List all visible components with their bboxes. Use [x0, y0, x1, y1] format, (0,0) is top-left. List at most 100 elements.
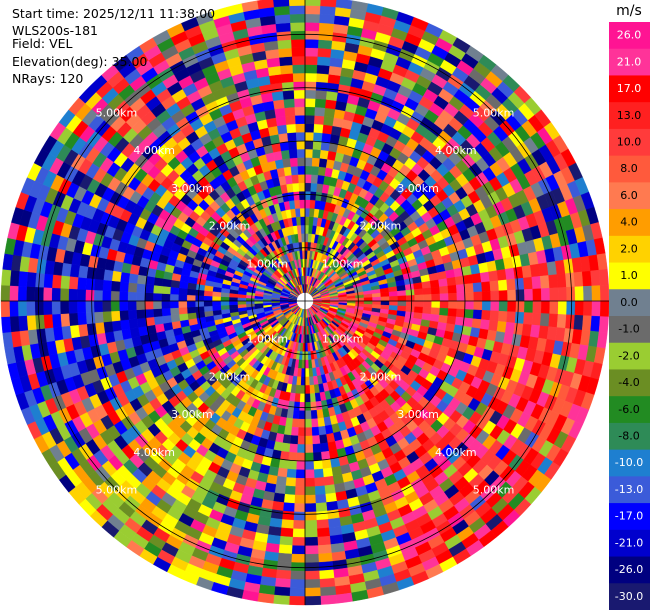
colorbar-unit-label: m/s	[616, 3, 642, 19]
range-gate	[304, 579, 321, 589]
range-gate	[304, 410, 312, 420]
range-gate	[488, 320, 499, 332]
range-gate	[43, 300, 53, 315]
range-gate	[169, 307, 180, 316]
range-gate	[178, 300, 188, 308]
range-gate	[51, 313, 62, 328]
range-gate	[1, 316, 12, 334]
colorbar-swatch	[609, 75, 650, 103]
range-gate	[295, 131, 306, 141]
range-gate	[60, 313, 71, 327]
range-gate	[317, 56, 331, 67]
range-gate	[304, 0, 321, 7]
range-gate	[397, 290, 407, 297]
range-gate	[436, 270, 448, 281]
range-gate	[566, 300, 576, 316]
range-gate	[228, 304, 239, 310]
range-gate	[292, 182, 300, 193]
range-gate	[286, 123, 297, 134]
range-gate	[153, 276, 164, 287]
range-gate	[317, 544, 332, 555]
range-gate	[187, 312, 197, 320]
colorbar-tick-label: 0.0	[620, 296, 638, 309]
colorbar-swatch	[609, 209, 650, 237]
range-gate	[293, 89, 306, 99]
range-gate	[237, 303, 247, 309]
range-gate	[304, 131, 315, 141]
range-gate	[295, 477, 306, 487]
range-gate	[270, 82, 284, 93]
range-gate	[556, 314, 567, 329]
range-gate	[322, 124, 333, 135]
range-gate	[274, 107, 286, 118]
range-gate	[59, 287, 70, 302]
range-ring-label: 1.00km	[322, 333, 364, 346]
range-gate	[169, 286, 180, 295]
range-gate	[405, 300, 415, 307]
range-gate	[34, 286, 44, 302]
colorbar-swatch	[609, 396, 650, 424]
range-gate	[77, 312, 87, 326]
range-gate	[296, 148, 306, 158]
range-gate	[136, 317, 147, 328]
range-gate	[289, 587, 306, 597]
range-gate	[186, 288, 197, 296]
range-gate	[523, 276, 533, 290]
colorbar-swatch	[609, 583, 650, 610]
range-gate	[18, 315, 29, 332]
range-gate	[325, 500, 339, 512]
range-gate	[304, 81, 317, 91]
range-gate	[304, 89, 317, 99]
colorbar-tick-label: 21.0	[617, 55, 642, 68]
range-ring-label: 5.00km	[473, 484, 515, 497]
range-gate	[318, 39, 333, 50]
range-gate	[297, 427, 306, 437]
range-gate	[574, 286, 584, 302]
range-gate	[295, 216, 302, 226]
range-gate	[290, 30, 306, 40]
start-time-value: 2025/12/11 11:38:00	[82, 6, 216, 21]
range-gate	[556, 273, 567, 288]
range-gate	[94, 321, 106, 335]
range-ring-label: 1.00km	[247, 333, 289, 346]
range-gate	[363, 293, 373, 299]
range-gate	[310, 401, 317, 411]
range-gate	[110, 290, 120, 302]
range-gate	[531, 276, 542, 290]
range-gate	[422, 294, 432, 302]
colorbar-tick-label: 26.0	[617, 29, 642, 42]
range-gate	[152, 308, 163, 318]
range-gate	[300, 376, 306, 386]
range-gate	[304, 418, 312, 428]
range-gate	[43, 273, 54, 288]
range-gate	[290, 562, 306, 572]
range-gate	[304, 570, 320, 580]
range-gate	[532, 300, 542, 314]
range-gate	[456, 292, 466, 302]
range-gate	[304, 393, 311, 403]
range-gate	[304, 477, 315, 487]
range-gate	[288, 148, 298, 159]
range-ring-label: 2.00km	[360, 370, 402, 383]
range-gate	[299, 207, 306, 217]
colorbar-swatch	[609, 529, 650, 558]
range-gate	[304, 72, 318, 82]
range-gate	[128, 318, 139, 329]
range-gate	[465, 291, 475, 302]
range-gate	[557, 300, 567, 315]
range-gate	[297, 233, 303, 243]
range-gate	[203, 305, 213, 312]
range-gate	[318, 552, 333, 563]
range-gate	[228, 296, 238, 302]
range-gate	[296, 452, 306, 462]
range-gate	[323, 116, 335, 127]
range-gate	[300, 216, 306, 226]
range-gate	[317, 535, 331, 546]
colorbar-tick-label: 6.0	[620, 189, 638, 202]
colorbar-swatch	[609, 48, 650, 76]
range-gate	[9, 269, 20, 287]
range-gate	[312, 148, 322, 159]
range-gate	[355, 297, 365, 302]
colorbar-swatch	[609, 449, 650, 477]
range-gate	[327, 74, 341, 85]
